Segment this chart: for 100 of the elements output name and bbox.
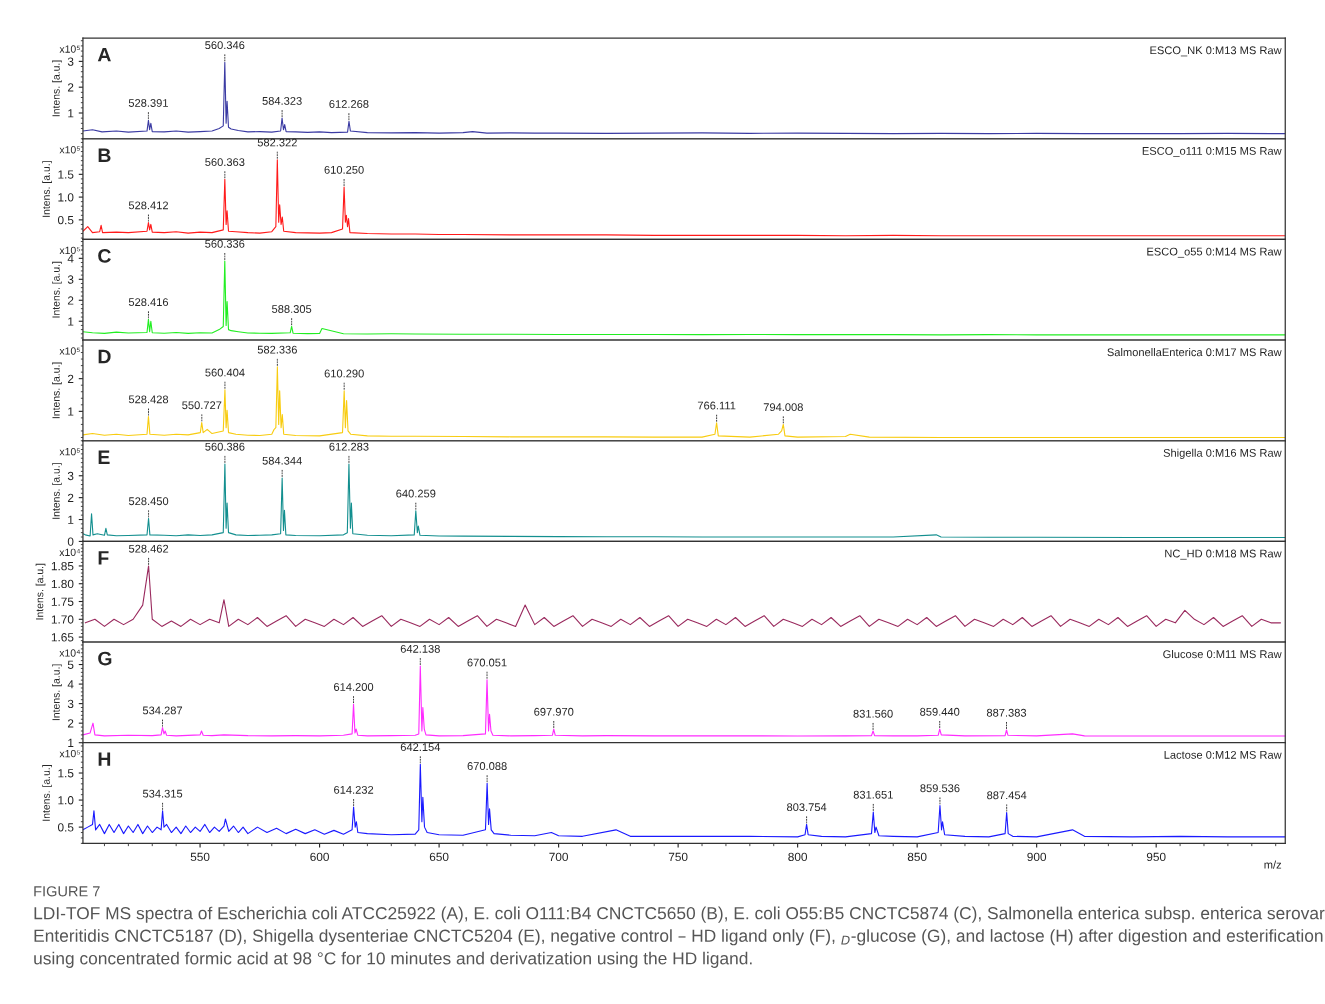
x-tick-label: 850	[907, 852, 927, 862]
annotation: 642.154	[400, 743, 441, 752]
annotation: 582.322	[257, 138, 297, 147]
y-axis-title: Intens. [a.u.]	[52, 261, 62, 318]
y-axis-title: Intens. [a.u.]	[35, 563, 46, 620]
y-tick-label: 1	[68, 515, 74, 524]
annotation: 614.200	[334, 683, 374, 691]
y-axis-title: Intens. [a.u.]	[52, 664, 62, 721]
y-axis-title: Intens. [a.u.]	[52, 362, 62, 419]
annotation: 612.283	[329, 442, 369, 451]
y-tick-label: 1.75	[51, 597, 74, 606]
text: LDI-TOF MS spectra of Escherichia coli ATCC25922 (A), E. coli O111:B4 CNCTC5650 (B), E. coli O55:B5 CNCTC5874 (C), Salmonella enterica subsp. enterica serovar Enteritidis CNCTC5187 (D), Shigella dysenteriae CNCTC5204 (E), negative control – HD ligand only (F), $_{D}$-glucose (G), and lactose (H) after digestion and esterification using concentrated formic acid at 98 °C for 10 minutes and derivatization using the HD ligand.	[34, 906, 1325, 968]
annotation: 614.232	[334, 785, 374, 794]
annotation: 528.462	[128, 544, 169, 553]
text: x10⁵	[59, 246, 80, 255]
annotation: 670.051	[467, 658, 507, 667]
chart-title: C	[98, 249, 111, 263]
y-tick-label: 1.5	[58, 170, 74, 179]
annotation: 588.305	[271, 305, 312, 313]
x-tick-label: 900	[1027, 852, 1047, 862]
annotation: 887.454	[987, 791, 1027, 800]
text: x10⁵	[59, 749, 80, 758]
x-tick-label: 550	[190, 852, 210, 862]
y-tick-label: 1	[68, 738, 74, 747]
text: SalmonellaEnterica 0:M17 MS Raw	[1107, 348, 1282, 357]
text: Lactose 0:M12 MS Raw	[1164, 750, 1282, 759]
y-tick-label: 1.70	[51, 615, 74, 624]
annotation: 859.536	[920, 784, 960, 793]
y-tick-label: 3	[67, 471, 74, 481]
text: x10⁴	[59, 548, 81, 556]
text: x10⁵	[59, 45, 80, 53]
annotation: 584.344	[262, 456, 302, 465]
y-tick-label: 2	[67, 719, 74, 728]
y-tick-label: 0.5	[57, 215, 74, 225]
y-tick-label: 4	[67, 680, 74, 689]
text: x10⁵	[59, 347, 80, 355]
y-tick-label: 0.5	[57, 823, 74, 832]
caption: FIGURE 7	[34, 886, 100, 897]
annotation: 528.412	[128, 201, 168, 210]
chart-title: E	[98, 450, 110, 464]
line-series	[82, 61, 1286, 135]
x-tick-label: 600	[310, 852, 329, 862]
annotation: 534.315	[142, 789, 183, 798]
y-tick-label: 1	[68, 109, 74, 118]
x-axis-title: m/z	[1264, 860, 1282, 869]
y-tick-label: 1.0	[58, 193, 74, 202]
annotation: 803.754	[787, 803, 827, 812]
annotation: 560.336	[205, 239, 245, 248]
y-tick-label: 1	[68, 317, 74, 326]
x-tick-label: 700	[549, 852, 568, 862]
y-axis-title: Intens. [a.u.]	[52, 60, 62, 117]
chart-title: D	[98, 349, 111, 364]
chart-title: A	[97, 47, 111, 62]
line-series	[82, 665, 1286, 737]
y-tick-label: 2	[67, 493, 74, 502]
chart-title: F	[98, 551, 109, 565]
line-series	[84, 565, 1282, 627]
text: x10⁵	[59, 146, 80, 154]
y-tick-label: 5	[67, 660, 74, 669]
annotation: 550.727	[182, 401, 222, 410]
y-tick-label: 3	[67, 57, 74, 66]
annotation: 560.404	[205, 368, 245, 377]
text: x10⁵	[59, 447, 80, 456]
text: Glucose 0:M11 MS Raw	[1163, 649, 1282, 659]
x-tick-label: 650	[429, 852, 449, 862]
annotation: 610.290	[324, 369, 364, 378]
annotation: 697.970	[534, 707, 574, 716]
y-tick-label: 1.85	[51, 561, 74, 571]
annotation: 670.088	[467, 762, 507, 770]
annotation: 831.560	[853, 709, 893, 718]
y-axis-title: Intens. [a.u.]	[52, 463, 62, 519]
chart-title: H	[98, 752, 111, 766]
y-tick-label: 2	[67, 296, 74, 305]
y-axis-title: Intens. [a.u.]	[42, 161, 52, 217]
annotation: 642.138	[400, 644, 440, 653]
annotation: 560.363	[205, 158, 245, 167]
annotation: 528.416	[128, 298, 169, 307]
annotation: 560.386	[205, 442, 245, 451]
text: ESCO_o55 0:M14 MS Raw	[1147, 247, 1282, 258]
annotation: 560.346	[205, 41, 245, 50]
annotation: 528.391	[128, 99, 168, 107]
text: ESCO_o111 0:M15 MS Raw	[1142, 147, 1282, 157]
annotation: 831.651	[853, 790, 893, 799]
annotation: 612.268	[329, 100, 369, 108]
annotation: 640.259	[396, 489, 436, 498]
y-tick-label: 1.65	[51, 633, 74, 642]
annotation: 887.383	[986, 708, 1027, 717]
chart-title: B	[98, 148, 111, 162]
y-tick-label: 2	[67, 83, 74, 92]
chart-title: G	[98, 651, 112, 666]
y-tick-label: 4	[67, 254, 74, 263]
y-tick-label: 3	[67, 699, 74, 709]
annotation: 766.111	[697, 401, 736, 410]
y-tick-label: 0	[67, 537, 74, 546]
annotation: 582.336	[257, 345, 297, 354]
text: ESCO_NK 0:M13 MS Raw	[1150, 46, 1282, 57]
y-tick-label: 1	[68, 407, 74, 416]
y-tick-label: 1.5	[58, 769, 74, 778]
annotation: 584.323	[262, 96, 302, 105]
y-tick-label: 3	[67, 275, 74, 284]
